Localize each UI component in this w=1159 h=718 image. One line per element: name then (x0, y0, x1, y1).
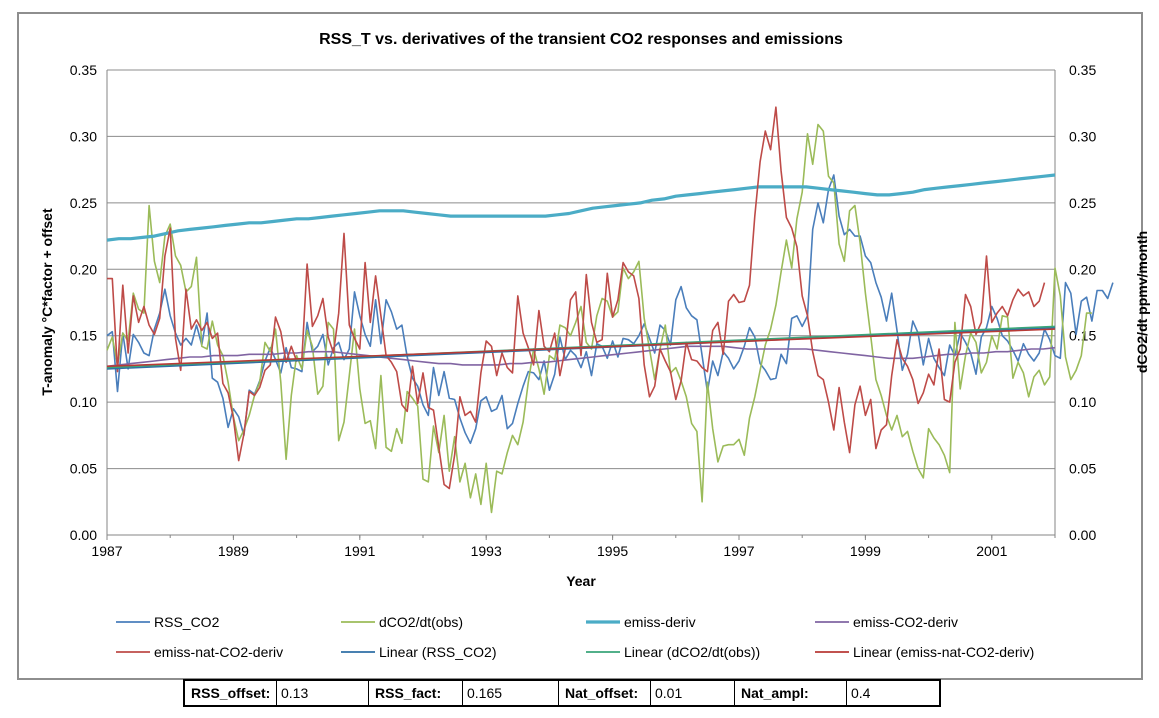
x-tick-label: 1993 (471, 543, 502, 559)
chart-title: RSS_T vs. derivatives of the transient C… (319, 31, 843, 48)
y-tick-label-right: 0.35 (1069, 62, 1096, 78)
y-tick-label-right: 0.30 (1069, 128, 1096, 144)
y-tick-label-left: 0.05 (70, 461, 97, 477)
series-line-emiss-deriv (106, 173, 1056, 242)
x-tick-label: 1999 (850, 543, 881, 559)
y-tick-label-right: 0.05 (1069, 461, 1096, 477)
series-line-rss-co2 (106, 174, 1114, 445)
y-tick-label-left: 0.15 (70, 328, 97, 344)
legend-label: emiss-deriv (624, 614, 696, 630)
line-chart: 0.00 0.000.05 0.050.10 0.100.15 0.150.20 0.20… (39, 31, 1150, 660)
y-tick-label-left: 0.30 (70, 128, 97, 144)
legend-label: Linear (RSS_CO2) (379, 644, 497, 660)
nat-ampl-value[interactable]: 0.4 (851, 685, 871, 701)
y-axis-label-right: dCO2/dt ppmv/month (1134, 231, 1150, 373)
x-tick-label: 1991 (344, 543, 375, 559)
y-tick-label-left: 0.00 (70, 527, 97, 543)
series-line-linear-emiss-nat-co2-deriv (106, 328, 1056, 368)
nat-ampl-label: Nat_ampl: (735, 681, 847, 705)
parameter-table: RSS_offset: 0.13 RSS_fact: 0.165 Nat_off… (183, 679, 941, 707)
nat-offset-label: Nat_offset: (559, 681, 651, 705)
y-tick-label-right: 0.25 (1069, 195, 1096, 211)
y-tick-label-left: 0.20 (70, 261, 97, 277)
legend-label: dCO2/dt(obs) (379, 614, 463, 630)
x-tick-label: 1997 (723, 543, 754, 559)
legend-label: Linear (emiss-nat-CO2-deriv) (853, 644, 1034, 660)
x-tick-label: 1989 (218, 543, 249, 559)
rss-fact-value[interactable]: 0.165 (463, 681, 559, 705)
y-tick-label-right: 0.20 (1069, 261, 1096, 277)
legend-label: emiss-nat-CO2-deriv (154, 644, 283, 660)
series-line-emiss-co2-deriv (106, 345, 1056, 368)
y-axis-label-left: T-anomaly °C*factor + offset (39, 208, 55, 396)
y-tick-label-left: 0.35 (70, 62, 97, 78)
x-tick-label: 1995 (597, 543, 628, 559)
legend-label: RSS_CO2 (154, 614, 220, 630)
series-line-dco2-dt-obs (106, 123, 1092, 514)
nat-offset-value[interactable]: 0.01 (651, 681, 735, 705)
y-tick-label-left: 0.10 (70, 394, 97, 410)
x-tick-label: 1987 (91, 543, 122, 559)
rss-offset-label: RSS_offset: (185, 681, 277, 705)
y-tick-label-left: 0.25 (70, 195, 97, 211)
x-axis-label: Year (566, 573, 596, 589)
y-tick-label-right: 0.00 (1069, 527, 1096, 543)
x-tick-label: 2001 (976, 543, 1007, 559)
y-tick-label-right: 0.10 (1069, 394, 1096, 410)
rss-offset-value[interactable]: 0.13 (277, 681, 369, 705)
legend-label: Linear (dCO2/dt(obs)) (624, 644, 760, 660)
series-line-emiss-nat-co2-deriv (107, 106, 1046, 490)
rss-fact-label: RSS_fact: (369, 681, 463, 705)
legend-label: emiss-CO2-deriv (853, 614, 958, 630)
